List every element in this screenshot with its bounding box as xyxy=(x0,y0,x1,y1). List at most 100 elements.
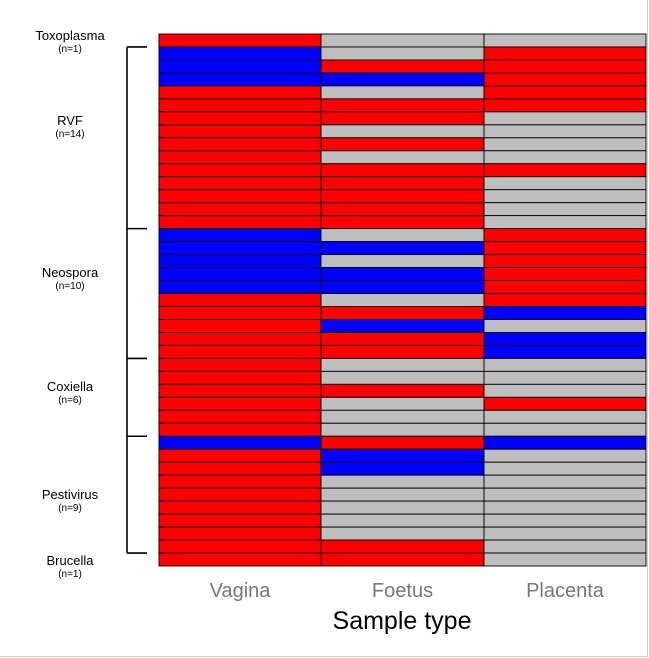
heatmap-cell-r39-c2 xyxy=(483,539,647,554)
heatmap-cell-r40-c2 xyxy=(483,552,647,567)
heatmap-cell-r31-c1 xyxy=(320,435,485,450)
heatmap-cell-r12-c1 xyxy=(320,189,485,204)
group-label-neospora: Neospora xyxy=(42,265,99,280)
heatmap-cell-r37-c1 xyxy=(320,513,485,528)
heatmap-cell-r10-c2 xyxy=(483,163,647,178)
heatmap-cell-r33-c2 xyxy=(483,461,647,476)
heatmap-cell-r28-c1 xyxy=(320,396,485,411)
heatmap-cell-r4-c2 xyxy=(483,85,647,100)
heatmap-cell-r30-c1 xyxy=(320,422,485,437)
heatmap-cell-r24-c0 xyxy=(158,344,322,359)
group-labels: Toxoplasma(n=1)RVF(n=14)Neospora(n=10)Co… xyxy=(35,28,105,580)
heatmap-cell-r7-c2 xyxy=(483,124,647,139)
heatmap-cell-r5-c2 xyxy=(483,98,647,113)
heatmap-cell-r29-c1 xyxy=(320,409,485,424)
group-label-coxiella: Coxiella xyxy=(47,379,94,394)
heatmap-cell-r35-c2 xyxy=(483,487,647,502)
heatmap-cell-r18-c2 xyxy=(483,267,647,281)
heatmap-cell-r9-c1 xyxy=(320,150,485,165)
heatmap-cell-r18-c1 xyxy=(320,267,485,281)
group-label-brucella: Brucella xyxy=(47,553,95,568)
heatmap-cell-r27-c0 xyxy=(158,383,322,398)
heatmap-cell-r3-c2 xyxy=(483,72,647,87)
group-count-rvf: (n=14) xyxy=(55,129,84,140)
heatmap-cell-r27-c1 xyxy=(320,383,485,398)
heatmap-cell-r40-c0 xyxy=(158,552,322,567)
heatmap-cell-r15-c2 xyxy=(483,228,647,243)
heatmap-cell-r28-c0 xyxy=(158,396,322,411)
column-labels: Vagina Foetus Placenta xyxy=(210,580,605,602)
heatmap-cell-r33-c1 xyxy=(320,461,485,476)
heatmap-cell-r34-c1 xyxy=(320,474,485,489)
group-label-rvf: RVF xyxy=(57,113,83,128)
heatmap-cell-r1-c1 xyxy=(320,46,485,61)
heatmap-cell-r21-c0 xyxy=(158,306,322,320)
group-label-toxoplasma: Toxoplasma xyxy=(35,28,105,43)
heatmap-cell-r13-c0 xyxy=(158,202,322,217)
heatmap-cell-r20-c0 xyxy=(158,293,322,307)
heatmap-cell-r32-c0 xyxy=(158,448,322,463)
heatmap-cell-r9-c2 xyxy=(483,150,647,165)
heatmap-cell-r17-c2 xyxy=(483,254,647,269)
heatmap-cell-r38-c0 xyxy=(158,526,322,541)
cells-layer xyxy=(158,33,647,567)
heatmap-cell-r6-c0 xyxy=(158,111,322,126)
heatmap-cell-r6-c1 xyxy=(320,111,485,126)
heatmap-cell-r31-c0 xyxy=(158,435,322,450)
heatmap-cell-r14-c2 xyxy=(483,215,647,230)
heatmap-cell-r39-c1 xyxy=(320,539,485,554)
heatmap-cell-r25-c1 xyxy=(320,357,485,372)
heatmap-cell-r0-c1 xyxy=(320,33,485,48)
heatmap-cell-r22-c0 xyxy=(158,319,322,333)
heatmap-cell-r11-c0 xyxy=(158,176,322,191)
heatmap-cell-r31-c2 xyxy=(483,435,647,450)
heatmap-cell-r15-c0 xyxy=(158,228,322,243)
group-count-coxiella: (n=6) xyxy=(58,395,82,406)
heatmap-cell-r35-c0 xyxy=(158,487,322,502)
heatmap-cell-r21-c1 xyxy=(320,306,485,320)
group-count-brucella: (n=1) xyxy=(58,569,82,580)
heatmap-cell-r10-c1 xyxy=(320,163,485,178)
heatmap-cell-r2-c2 xyxy=(483,59,647,74)
heatmap-cell-r16-c0 xyxy=(158,241,322,256)
heatmap-cell-r17-c0 xyxy=(158,254,322,269)
heatmap-cell-r38-c1 xyxy=(320,526,485,541)
heatmap-cell-r14-c0 xyxy=(158,215,322,230)
column-label-1: Foetus xyxy=(372,580,433,602)
heatmap-cell-r5-c0 xyxy=(158,98,322,113)
heatmap-cell-r21-c2 xyxy=(483,306,647,320)
heatmap-cell-r14-c1 xyxy=(320,215,485,230)
heatmap-cell-r11-c2 xyxy=(483,176,647,191)
heatmap-cell-r37-c0 xyxy=(158,513,322,528)
heatmap-cell-r17-c1 xyxy=(320,254,485,269)
heatmap-cell-r10-c0 xyxy=(158,163,322,178)
heatmap-cell-r18-c0 xyxy=(158,267,322,281)
column-label-0: Vagina xyxy=(210,580,272,602)
heatmap-cell-r13-c1 xyxy=(320,202,485,217)
heatmap-cell-r25-c0 xyxy=(158,357,322,372)
heatmap-cell-r2-c0 xyxy=(158,59,322,74)
heatmap-cell-r12-c2 xyxy=(483,189,647,204)
heatmap-cell-r29-c2 xyxy=(483,409,647,424)
heatmap-cell-r40-c1 xyxy=(320,552,485,567)
heatmap-cell-r34-c0 xyxy=(158,474,322,489)
heatmap-cell-r26-c0 xyxy=(158,370,322,385)
heatmap-cell-r23-c1 xyxy=(320,331,485,346)
heatmap-cell-r24-c2 xyxy=(483,344,647,359)
heatmap-cell-r0-c0 xyxy=(158,33,322,48)
heatmap-cell-r4-c0 xyxy=(158,85,322,100)
heatmap-cell-r9-c0 xyxy=(158,150,322,165)
x-axis-label: Sample type xyxy=(333,607,472,635)
heatmap-cell-r13-c2 xyxy=(483,202,647,217)
heatmap-cell-r16-c2 xyxy=(483,241,647,256)
heatmap-cell-r24-c1 xyxy=(320,344,485,359)
heatmap-cell-r22-c2 xyxy=(483,319,647,333)
heatmap-cell-r15-c1 xyxy=(320,228,485,243)
heatmap-cell-r19-c2 xyxy=(483,280,647,294)
heatmap-cell-r6-c2 xyxy=(483,111,647,126)
group-count-toxoplasma: (n=1) xyxy=(58,44,82,55)
heatmap-cell-r8-c2 xyxy=(483,137,647,152)
heatmap-cell-r32-c2 xyxy=(483,448,647,463)
heatmap-cell-r3-c0 xyxy=(158,72,322,87)
